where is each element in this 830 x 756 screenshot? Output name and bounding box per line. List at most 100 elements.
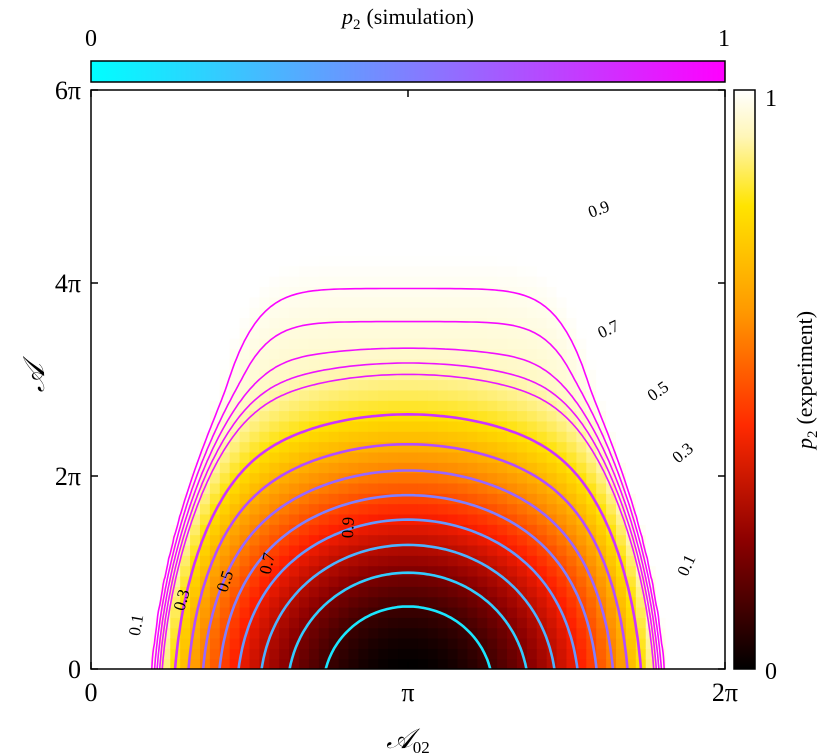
heatmap-cell: [427, 245, 439, 257]
heatmap-cell: [645, 451, 657, 463]
heatmap-cell: [556, 276, 568, 288]
heatmap-cell: [229, 534, 241, 546]
heatmap-cell: [100, 555, 112, 567]
heatmap-cell: [417, 420, 429, 432]
heatmap-cell: [368, 524, 379, 536]
heatmap-cell: [655, 586, 667, 598]
heatmap-cell: [695, 379, 706, 391]
heatmap-cell: [229, 462, 241, 474]
heatmap-cell: [269, 658, 280, 669]
heatmap-cell: [576, 307, 587, 319]
heatmap-cell: [140, 420, 152, 432]
heatmap-cell: [457, 617, 469, 629]
heatmap-cell: [348, 513, 360, 525]
heatmap-cell: [487, 90, 498, 101]
heatmap-cell: [705, 575, 716, 587]
heatmap-cell: [348, 338, 360, 350]
heatmap-cell: [576, 317, 587, 329]
heatmap-cell: [477, 265, 488, 277]
heatmap-cell: [368, 472, 379, 484]
heatmap-cell: [120, 348, 132, 360]
heatmap-cell: [596, 482, 607, 494]
heatmap-cell: [219, 493, 231, 505]
heatmap-cell: [348, 534, 360, 546]
heatmap-cell: [279, 648, 290, 660]
heatmap-cell: [199, 596, 211, 608]
heatmap-cell: [576, 276, 587, 288]
heatmap-cell: [388, 420, 399, 432]
heatmap-cell: [209, 648, 221, 660]
heatmap-cell: [239, 431, 251, 443]
heatmap-cell: [437, 110, 449, 122]
heatmap-cell: [249, 472, 261, 484]
heatmap-cell: [358, 131, 369, 143]
heatmap-cell: [477, 152, 488, 163]
heatmap-cell: [477, 627, 488, 639]
heatmap-cell: [566, 358, 578, 370]
heatmap-cell: [150, 90, 161, 101]
heatmap-cell: [150, 307, 161, 319]
heatmap-cell: [91, 565, 102, 577]
heatmap-cell: [675, 234, 686, 246]
heatmap-cell: [417, 131, 429, 143]
heatmap-cell: [467, 431, 478, 443]
heatmap-cell: [665, 544, 677, 556]
heatmap-cell: [477, 575, 488, 587]
heatmap-cell: [467, 596, 478, 608]
heatmap-cell: [705, 286, 716, 298]
heatmap-cell: [348, 255, 360, 267]
heatmap-cell: [616, 110, 627, 122]
heatmap-cell: [308, 172, 320, 184]
heatmap-cell: [467, 224, 478, 236]
heatmap-cell: [685, 441, 696, 453]
heatmap-cell: [596, 296, 607, 308]
heatmap-cell: [695, 141, 706, 153]
heatmap-cell: [239, 513, 251, 525]
heatmap-cell: [695, 493, 706, 505]
heatmap-cell: [417, 575, 429, 587]
heatmap-cell: [299, 358, 310, 370]
heatmap-cell: [635, 203, 647, 215]
heatmap-cell: [100, 90, 112, 101]
heatmap-cell: [130, 379, 142, 391]
heatmap-cell: [368, 193, 379, 205]
heatmap-cell: [269, 503, 280, 515]
heatmap-cell: [328, 462, 340, 474]
heatmap-cell: [318, 658, 330, 669]
heatmap-cell: [408, 172, 419, 184]
heatmap-cell: [269, 431, 280, 443]
heatmap-cell: [655, 214, 667, 226]
heatmap-cell: [318, 203, 330, 215]
heatmap-cell: [160, 152, 171, 163]
heatmap-cell: [378, 462, 389, 474]
heatmap-cell: [269, 482, 280, 494]
heatmap-cell: [91, 431, 102, 443]
heatmap-cell: [417, 172, 429, 184]
heatmap-cell: [348, 596, 360, 608]
heatmap-cell: [219, 152, 231, 163]
heatmap-cell: [259, 234, 270, 246]
heatmap-cell: [586, 658, 597, 669]
heatmap-cell: [705, 255, 716, 267]
heatmap-cell: [299, 276, 310, 288]
heatmap-cell: [180, 400, 191, 412]
heatmap-cell: [259, 441, 270, 453]
heatmap-cell: [536, 617, 548, 629]
heatmap-cell: [715, 369, 725, 381]
heatmap-cell: [606, 493, 617, 505]
heatmap-cell: [427, 338, 439, 350]
heatmap-cell: [408, 441, 419, 453]
heatmap-cell: [427, 544, 439, 556]
heatmap-cell: [417, 214, 429, 226]
heatmap-cell: [338, 121, 350, 132]
heatmap-cell: [685, 358, 696, 370]
heatmap-cell: [685, 338, 696, 350]
heatmap-cell: [398, 121, 409, 132]
heatmap-cell: [457, 513, 469, 525]
heatmap-cell: [625, 431, 637, 443]
heatmap-cell: [91, 596, 102, 608]
heatmap-cell: [91, 193, 102, 205]
heatmap-cell: [705, 338, 716, 350]
heatmap-cell: [427, 441, 439, 453]
heatmap-cell: [427, 255, 439, 267]
